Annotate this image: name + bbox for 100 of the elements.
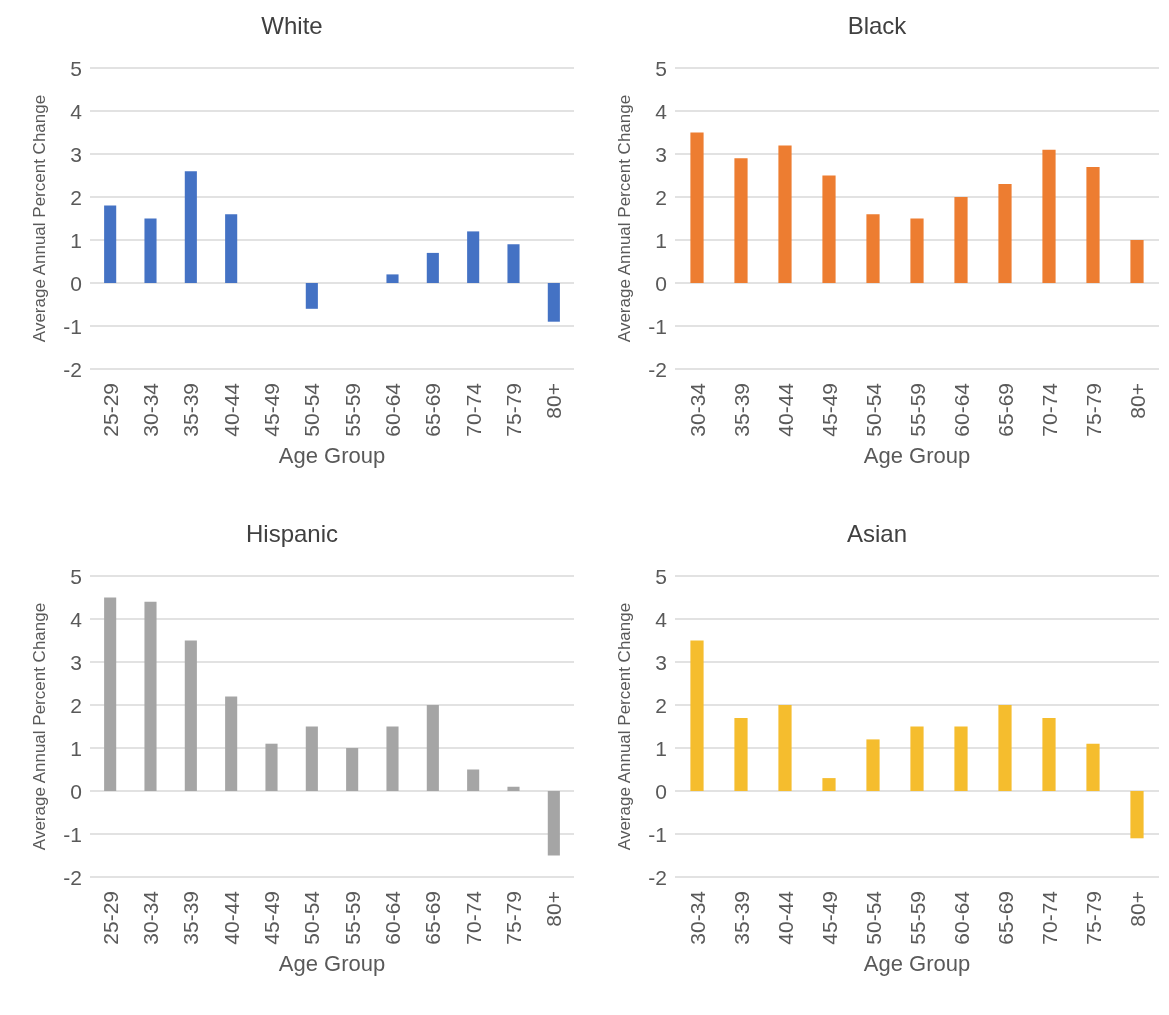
bar (507, 244, 520, 283)
y-tick-label: 0 (655, 779, 667, 803)
bar (426, 252, 439, 283)
bar (778, 145, 792, 283)
x-tick-label: 35-39 (729, 891, 753, 945)
y-tick-label: 3 (655, 650, 667, 674)
bar (778, 705, 792, 791)
x-tick-label: 40-44 (219, 382, 243, 437)
x-axis-title: Age Group (863, 443, 971, 469)
bar (734, 158, 748, 283)
x-axis-title: Age Group (863, 951, 971, 977)
chart-title: Asian (846, 519, 908, 547)
y-tick-label: -2 (648, 357, 667, 381)
bar (386, 726, 399, 791)
y-axis-title: Average Annual Percent Change (615, 94, 634, 343)
y-tick-label: -2 (648, 865, 667, 889)
y-tick-label: 5 (655, 56, 667, 80)
bar (104, 205, 117, 283)
bar (225, 696, 238, 791)
y-tick-label: 4 (70, 607, 83, 631)
x-tick-label: 45-49 (260, 383, 283, 437)
y-tick-label: 5 (70, 56, 82, 80)
x-tick-label: 55-59 (905, 891, 929, 945)
x-tick-label: 55-59 (340, 383, 364, 437)
y-tick-label: 1 (70, 736, 82, 760)
bar (734, 717, 748, 791)
y-tick-label: 0 (655, 271, 667, 295)
bar (822, 175, 836, 283)
x-tick-label: 45-49 (260, 891, 283, 945)
y-tick-label: 1 (655, 228, 667, 252)
y-tick-label: 5 (70, 564, 82, 588)
y-tick-label: -1 (648, 822, 667, 846)
chart-title: Hispanic (245, 519, 339, 547)
bar (1130, 240, 1144, 283)
y-tick-label: 1 (655, 736, 667, 760)
y-tick-label: 4 (70, 99, 83, 123)
bar (547, 283, 560, 322)
bar (386, 274, 399, 283)
x-tick-label: 55-59 (340, 891, 364, 945)
bar (998, 184, 1012, 283)
bar (547, 791, 560, 856)
x-tick-label: 45-49 (817, 891, 841, 945)
x-axis-title: Age Group (278, 443, 386, 469)
x-tick-label: 80+ (542, 891, 566, 927)
bar (305, 726, 318, 791)
y-tick-label: 2 (655, 693, 667, 717)
y-tick-label: -1 (648, 314, 667, 338)
x-tick-label: 50-54 (861, 890, 885, 945)
x-tick-label: 30-34 (685, 890, 709, 945)
y-tick-label: 3 (70, 142, 82, 166)
y-axis-title: Average Annual Percent Change (615, 602, 634, 851)
bar (822, 778, 836, 791)
y-tick-label: 3 (655, 142, 667, 166)
bar (184, 171, 197, 283)
y-tick-label: 2 (70, 693, 82, 717)
bar (1130, 791, 1144, 839)
y-axis-title: Average Annual Percent Change (30, 94, 49, 343)
x-tick-label: 65-69 (993, 891, 1017, 945)
y-tick-label: -1 (63, 822, 82, 846)
x-tick-label: 75-79 (502, 891, 525, 945)
x-tick-label: 60-64 (381, 890, 404, 945)
x-tick-label: 50-54 (300, 890, 324, 945)
bar (1042, 717, 1056, 791)
x-tick-label: 25-29 (98, 891, 122, 945)
y-tick-label: -2 (63, 865, 82, 889)
bar (305, 283, 318, 309)
bar (1086, 166, 1100, 283)
x-tick-label: 25-29 (98, 383, 122, 437)
x-tick-label: 70-74 (1037, 890, 1061, 945)
x-tick-label: 60-64 (381, 382, 404, 437)
bar (144, 601, 157, 791)
bar (998, 705, 1012, 791)
bar (690, 640, 704, 791)
bar (346, 748, 359, 791)
x-tick-label: 60-64 (949, 382, 973, 437)
y-tick-label: 4 (655, 607, 668, 631)
bar (265, 743, 278, 791)
y-tick-label: 0 (70, 779, 82, 803)
x-tick-label: 30-34 (685, 382, 709, 437)
x-tick-label: 35-39 (179, 891, 203, 945)
bar (954, 726, 968, 791)
bar (690, 132, 704, 283)
bar (954, 197, 968, 283)
x-tick-label: 65-69 (993, 383, 1017, 437)
chart-title: Black (847, 11, 908, 39)
x-tick-label: 65-69 (421, 383, 445, 437)
x-tick-label: 50-54 (300, 382, 324, 437)
bar (910, 218, 924, 283)
y-tick-label: 0 (70, 271, 82, 295)
x-tick-label: 30-34 (139, 890, 162, 945)
y-tick-label: 5 (655, 564, 667, 588)
bar (1042, 149, 1056, 283)
bar (144, 218, 157, 283)
bar (866, 214, 880, 283)
x-tick-label: 70-74 (461, 382, 485, 437)
y-axis-title: Average Annual Percent Change (30, 602, 49, 851)
bar (910, 726, 924, 791)
x-tick-label: 70-74 (1037, 382, 1061, 437)
y-tick-label: -2 (63, 357, 82, 381)
bar (507, 786, 520, 791)
